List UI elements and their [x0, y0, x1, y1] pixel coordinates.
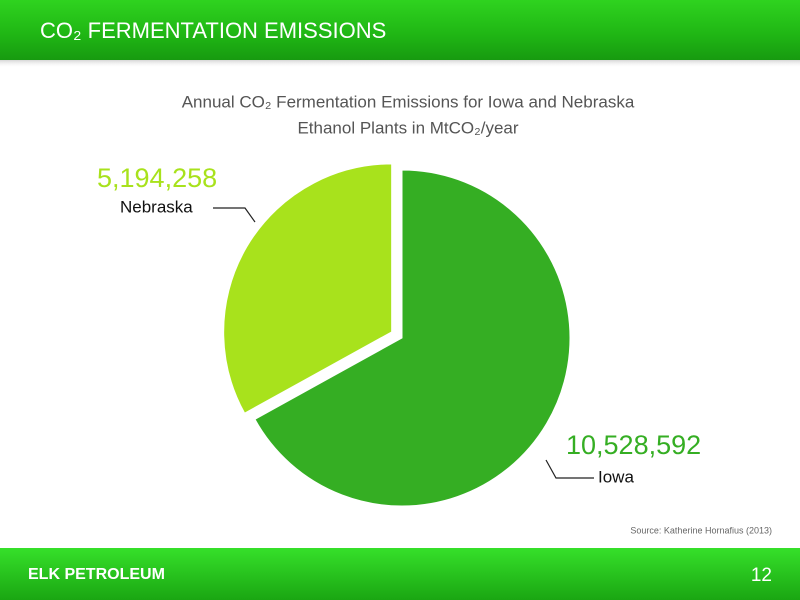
leader-line — [213, 207, 256, 223]
chart-title: Annual CO₂ Fermentation Emissions for Io… — [182, 92, 635, 111]
pie-slice — [254, 169, 571, 507]
category-label: Nebraska — [120, 197, 193, 216]
page-number: 12 — [751, 565, 772, 586]
category-label: Iowa — [598, 467, 634, 486]
pie-slice — [223, 163, 393, 414]
pie — [223, 163, 571, 507]
leader-line — [545, 459, 594, 479]
header-band — [0, 0, 800, 60]
value-label: 5,194,258 — [97, 163, 217, 193]
logo: ELK PETROLEUM — [28, 566, 165, 583]
footer-band — [0, 548, 800, 600]
slide-title: CO₂ FERMENTATION EMISSIONS — [40, 18, 386, 43]
chart-title: Ethanol Plants in MtCO₂/year — [297, 118, 518, 137]
value-label: 10,528,592 — [566, 430, 701, 460]
source-note: Source: Katherine Hornafius (2013) — [630, 525, 772, 535]
header-shadow — [0, 60, 800, 68]
